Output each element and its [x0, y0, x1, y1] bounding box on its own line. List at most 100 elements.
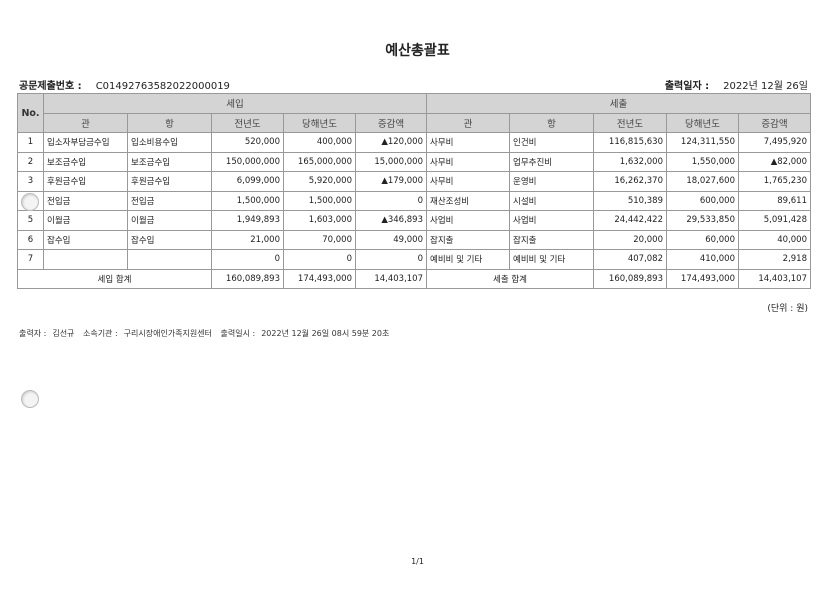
expense-cell: 410,000	[666, 249, 739, 270]
expense-cell: 예비비 및 기타	[426, 249, 510, 270]
table-row: 전입금 전입금 1,500,000 1,500,000 0 재산조성비 시설비 510,389…	[17, 190, 811, 211]
expense-cell: 18,027,600	[666, 171, 739, 192]
income-cell: 후원금수입	[127, 171, 212, 192]
doc-number-value: C01492763582022000019	[95, 81, 230, 92]
total-row: 세입 합계 160,089,893 174,493,000 14,403,107 세출 …	[17, 268, 811, 289]
income-cell: ▲120,000	[355, 132, 427, 153]
page-title: 예산총괄표	[385, 43, 450, 59]
row-number: 1	[17, 132, 44, 153]
income-cell: 49,000	[355, 229, 427, 250]
expense-cell: 407,082	[593, 249, 667, 270]
org-label: 소속기관 :	[82, 329, 118, 338]
income-cell: ▲346,893	[355, 210, 427, 231]
table-row: 5 이월금 이월금 1,949,893 1,603,000 ▲346,893 사업비 사업비 2…	[17, 210, 811, 231]
income-cell: 165,000,000	[283, 151, 356, 172]
income-cell: 전입금	[43, 190, 128, 211]
table-row: 3 후원금수입 후원금수입 6,099,000 5,920,000 ▲179,000 사무비…	[17, 171, 811, 192]
table-row: 2 보조금수입 보조금수입 150,000,000 165,000,000 15,000,…	[17, 151, 811, 172]
printer-label: 출력자 :	[19, 329, 47, 338]
income-cell: ▲179,000	[355, 171, 427, 192]
expense-cell: 인건비	[509, 132, 594, 153]
output-date-label: 출력일자 :	[664, 81, 710, 92]
income-cell: 0	[355, 249, 427, 270]
income-cell: 520,000	[211, 132, 284, 153]
row-number: 7	[17, 249, 44, 270]
output-date-value: 2022년 12월 26일	[723, 81, 808, 92]
income-cell: 0	[355, 190, 427, 211]
income-cell: 400,000	[283, 132, 356, 153]
income-cell: 이월금	[127, 210, 212, 231]
income-total-value: 160,089,893	[211, 268, 284, 289]
print-info: 출력자 : 김선규 소속기관 : 구리시장애인가족지원센터 출력일시 : 2022년 …	[19, 328, 395, 339]
income-cell: 6,099,000	[211, 171, 284, 192]
expense-total-value: 14,403,107	[738, 268, 811, 289]
expense-cell: 2,918	[738, 249, 811, 270]
expense-cell: 재산조성비	[426, 190, 510, 211]
expense-cell: 20,000	[593, 229, 667, 250]
income-cell: 후원금수입	[43, 171, 128, 192]
income-cell: 1,603,000	[283, 210, 356, 231]
expense-cell: 29,533,850	[666, 210, 739, 231]
expense-cell: 5,091,428	[738, 210, 811, 231]
expense-total-value: 160,089,893	[593, 268, 667, 289]
budget-table: No. 세입 세출 관 항 전년도 당해년도 증감액 관 항 전년도 당해년도 증감액 1 입소자부…	[17, 93, 811, 289]
sub-header: 증감액	[738, 112, 811, 133]
income-cell: 21,000	[211, 229, 284, 250]
income-cell: 이월금	[43, 210, 128, 231]
expense-header: 세출	[426, 93, 811, 114]
expense-cell: 1,632,000	[593, 151, 667, 172]
row-number: 6	[17, 229, 44, 250]
income-cell: 잡수입	[43, 229, 128, 250]
doc-number: 공문제출번호 : C01492763582022000019	[19, 77, 230, 92]
income-cell: 보조금수입	[127, 151, 212, 172]
sub-header: 항	[127, 112, 212, 133]
expense-cell: 예비비 및 기타	[509, 249, 594, 270]
income-total-value: 14,403,107	[355, 268, 427, 289]
printer: 김선규	[52, 329, 75, 338]
expense-cell: 업무추진비	[509, 151, 594, 172]
expense-cell: 89,611	[738, 190, 811, 211]
org: 구리시장애인가족지원센터	[123, 329, 212, 338]
expense-cell: 116,815,630	[593, 132, 667, 153]
expense-cell: 시설비	[509, 190, 594, 211]
expense-cell: 잡지출	[509, 229, 594, 250]
expense-cell: 사업비	[509, 210, 594, 231]
table-row: 1 입소자부담금수입 입소비용수입 520,000 400,000 ▲120,000 사무비…	[17, 132, 811, 153]
time-label: 출력일시 :	[220, 329, 256, 338]
expense-cell: 사업비	[426, 210, 510, 231]
expense-cell: 40,000	[738, 229, 811, 250]
expense-cell: 60,000	[666, 229, 739, 250]
expense-cell: 1,550,000	[666, 151, 739, 172]
expense-cell: 24,442,422	[593, 210, 667, 231]
sub-header: 증감액	[355, 112, 427, 133]
table-row: 7 0 0 0 예비비 및 기타 예비비 및 기타 407,082 410,000 2,918	[17, 249, 811, 270]
sub-header: 전년도	[593, 112, 667, 133]
doc-number-label: 공문제출번호 :	[19, 81, 82, 92]
expense-cell: 잡지출	[426, 229, 510, 250]
punch-hole	[21, 390, 39, 408]
table-row: 6 잡수입 잡수입 21,000 70,000 49,000 잡지출 잡지출 20,000 60,…	[17, 229, 811, 250]
income-header: 세입	[43, 93, 427, 114]
page-number: 1/1	[411, 557, 424, 566]
income-cell: 1,500,000	[211, 190, 284, 211]
income-cell	[43, 249, 128, 270]
income-cell: 입소자부담금수입	[43, 132, 128, 153]
no-header: No.	[17, 93, 44, 133]
income-cell	[127, 249, 212, 270]
income-cell: 15,000,000	[355, 151, 427, 172]
income-cell: 1,949,893	[211, 210, 284, 231]
expense-cell: ▲82,000	[738, 151, 811, 172]
income-cell: 0	[283, 249, 356, 270]
sub-header: 전년도	[211, 112, 284, 133]
time: 2022년 12월 26일 08시 59분 20초	[261, 329, 390, 338]
expense-cell: 16,262,370	[593, 171, 667, 192]
row-number: 5	[17, 210, 44, 231]
unit-label: (단위 : 원)	[767, 304, 808, 314]
income-cell: 잡수입	[127, 229, 212, 250]
income-cell: 전입금	[127, 190, 212, 211]
income-cell: 보조금수입	[43, 151, 128, 172]
expense-cell: 운영비	[509, 171, 594, 192]
expense-total-label: 세출 합계	[426, 268, 594, 289]
output-date: 출력일자 : 2022년 12월 26일	[665, 77, 808, 92]
expense-cell: 사무비	[426, 151, 510, 172]
